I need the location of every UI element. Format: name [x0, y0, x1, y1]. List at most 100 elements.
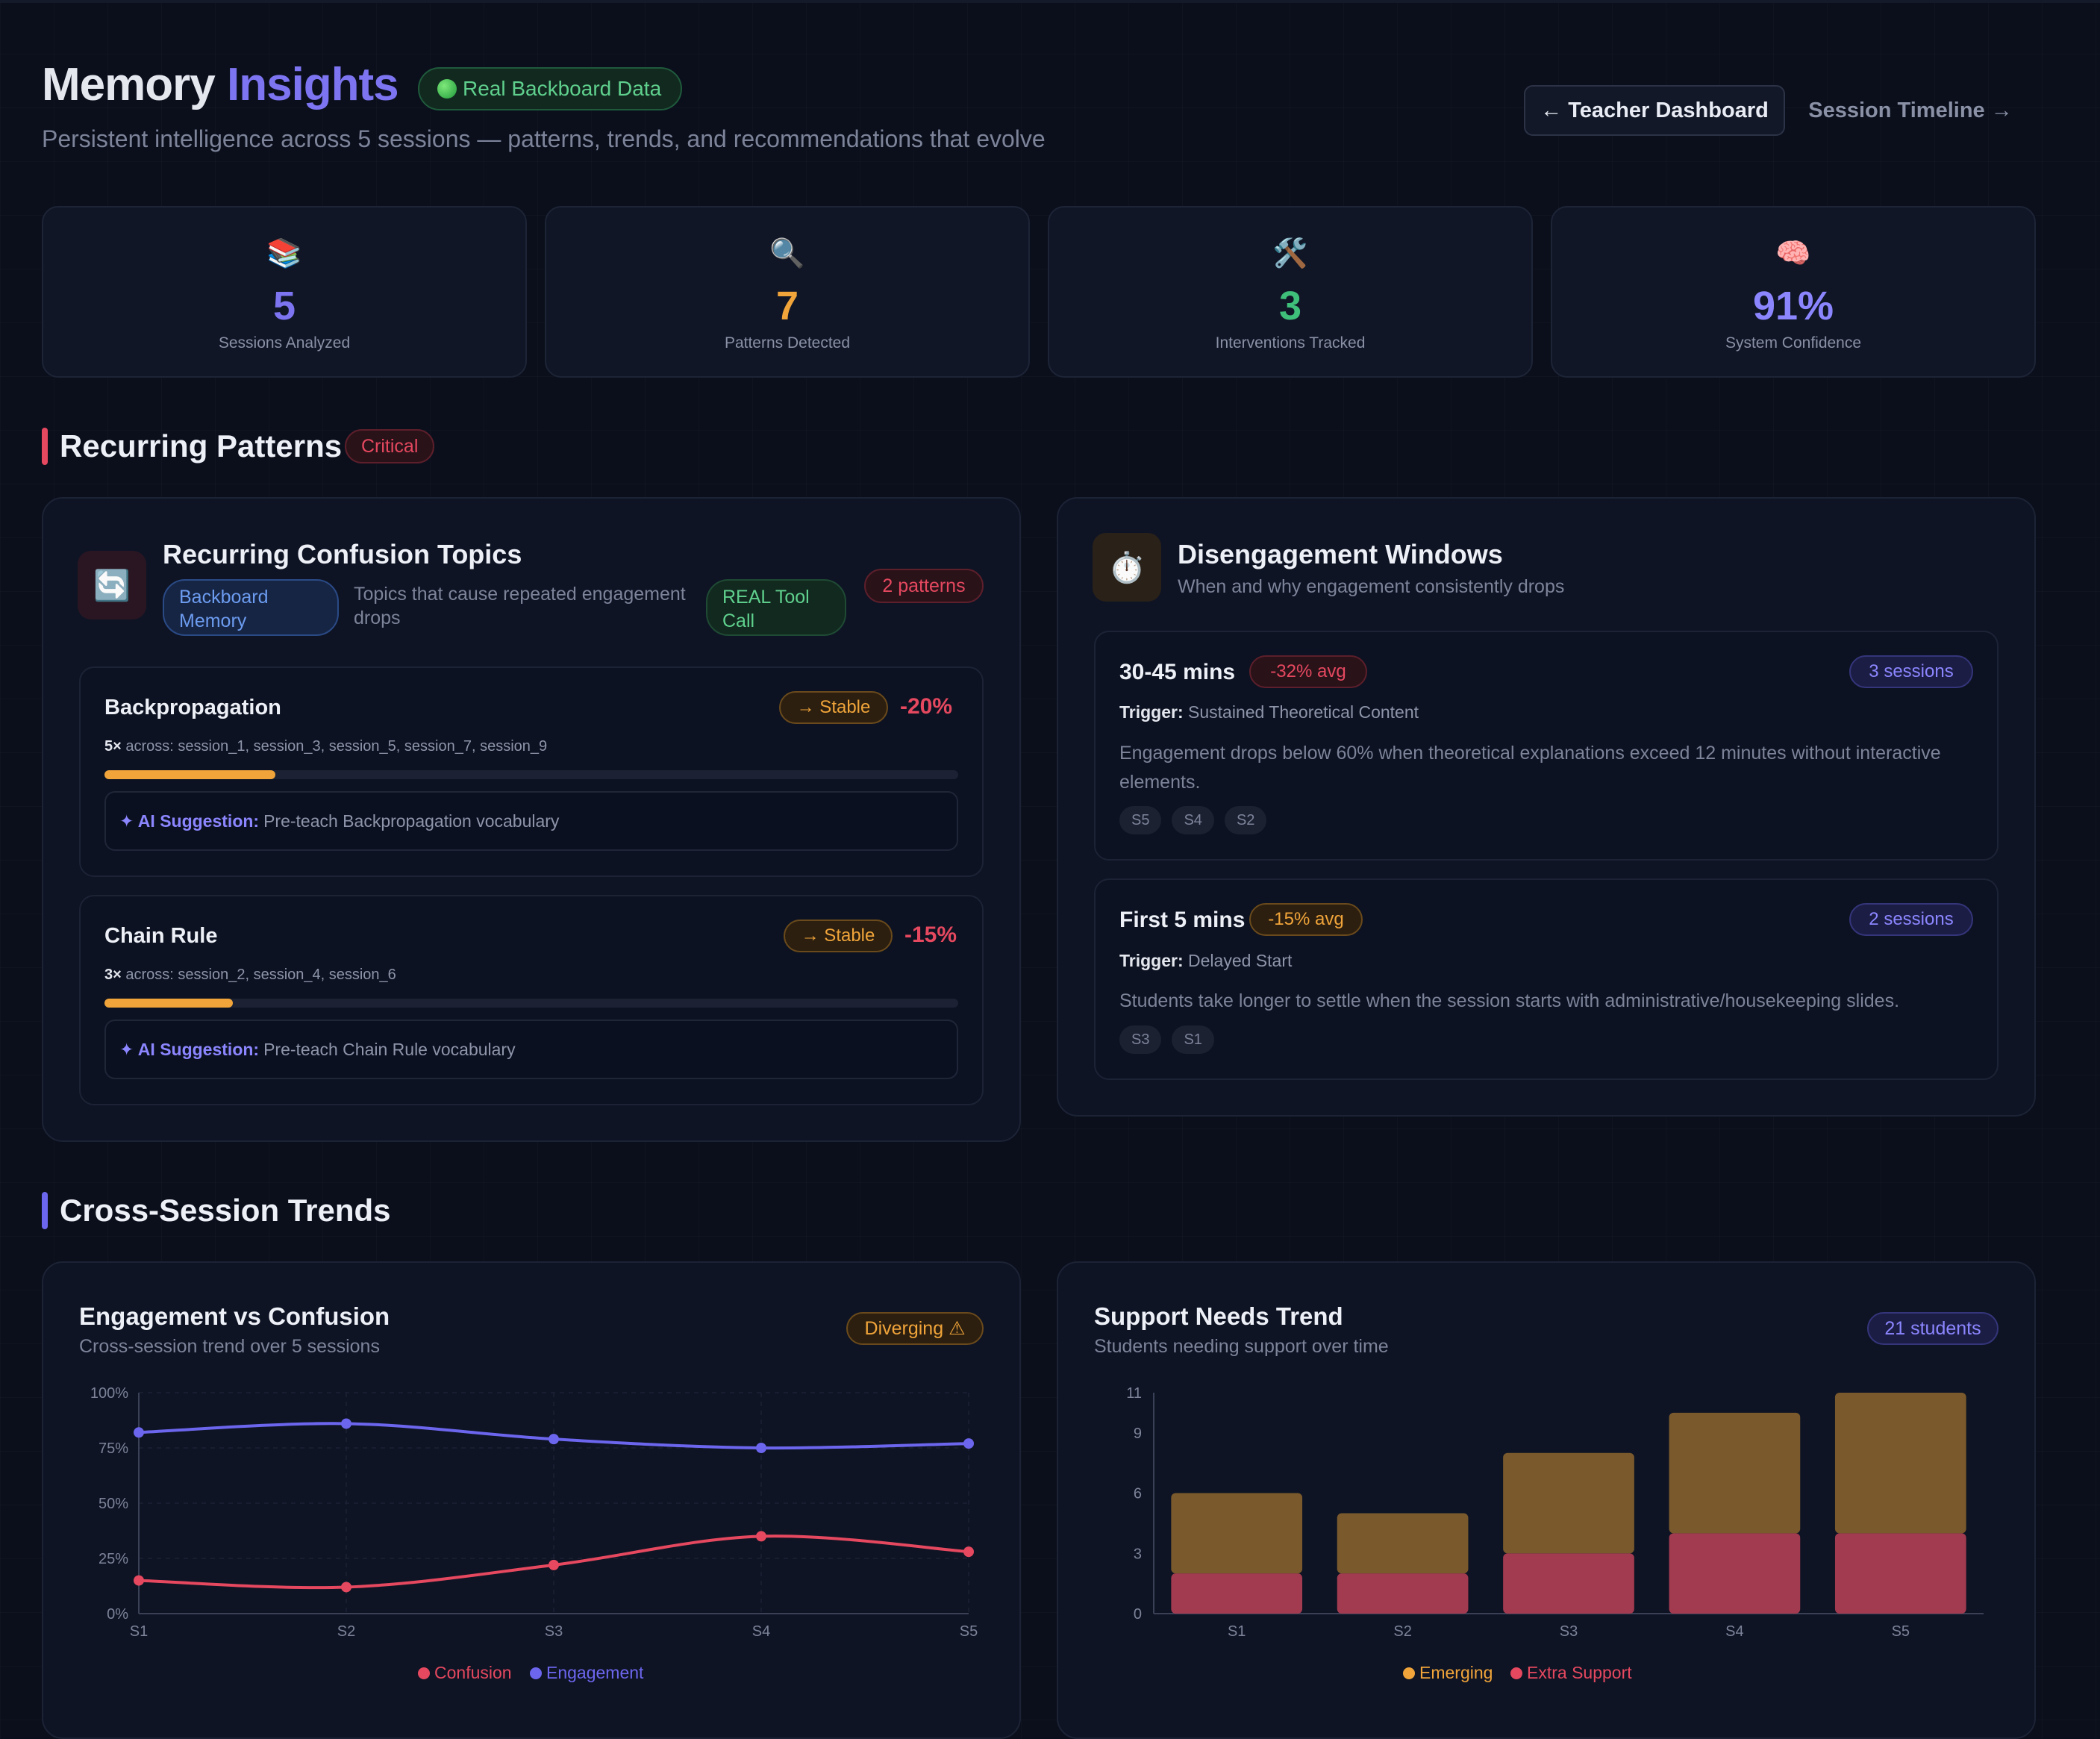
x-tick-label: S4 [752, 1623, 770, 1640]
legend-extra-support-swatch [1510, 1667, 1522, 1679]
session-count-badge: 3 sessions [1849, 655, 1973, 688]
emerging-bar [1669, 1412, 1801, 1534]
trend-badge: → Stable [784, 920, 893, 952]
stat-card-sessions: 📚 5 Sessions Analyzed [42, 206, 527, 378]
list-item[interactable] [1094, 878, 1999, 1080]
ai-suggestion-box: ✦ AI Suggestion: Pre-teach Chain Rule voc… [104, 1020, 958, 1079]
engagement-delta: -20% [900, 694, 953, 719]
y-tick-label: 0 [1134, 1606, 1142, 1623]
trigger-text: Delayed Start [1188, 951, 1293, 970]
occurrence-summary: 3× across: session_2, session_4, session… [104, 967, 396, 984]
real-data-badge-label: Real Backboard Data [463, 77, 662, 100]
support-chart-title: Support Needs Trend [1094, 1302, 1343, 1330]
legend-emerging-label: Emerging [1419, 1663, 1493, 1682]
section-title-trends: Cross-Session Trends [60, 1193, 391, 1228]
y-tick-label: 75% [99, 1440, 128, 1457]
extra-support-bar [1669, 1533, 1801, 1614]
confusion-point [134, 1575, 144, 1586]
stat-label: Sessions Analyzed [218, 334, 351, 352]
x-tick-label: S4 [1725, 1623, 1743, 1640]
topic-name: Backpropagation [104, 696, 281, 719]
x-tick-label: S3 [1560, 1623, 1578, 1640]
frequency-bar-track [104, 770, 958, 779]
y-tick-label: 50% [99, 1496, 128, 1512]
legend-emerging-swatch [1403, 1667, 1415, 1679]
title-main: Memory [42, 59, 216, 110]
stat-card-interventions: 🛠️ 3 Interventions Tracked [1048, 206, 1533, 378]
emerging-bar [1834, 1393, 1966, 1534]
engagement-point [134, 1427, 144, 1438]
engagement-point [549, 1434, 559, 1445]
confusion-point [756, 1531, 766, 1542]
ai-suggestion-label: ✦ AI Suggestion: [119, 811, 260, 831]
engagement-delta: -15% [904, 922, 957, 947]
title-accent: Insights [226, 59, 399, 110]
avg-drop-badge: -15% avg [1249, 903, 1363, 936]
y-tick-label: 6 [1134, 1486, 1142, 1502]
student-count-badge: 21 students [1867, 1312, 1999, 1345]
stopwatch-icon: ⏱️ [1093, 533, 1161, 602]
section-accent-bar [42, 1192, 48, 1229]
frequency-bar-fill [104, 999, 233, 1008]
frequency-bar-track [104, 999, 958, 1008]
frequency-bar-fill [104, 770, 275, 779]
engagement-point [756, 1443, 766, 1453]
support-chart-subtitle: Students needing support over time [1094, 1336, 1389, 1357]
x-tick-label: S1 [130, 1623, 148, 1640]
ai-suggestion-text: Pre-teach Chain Rule vocabulary [263, 1039, 516, 1059]
engagement-point [341, 1418, 351, 1429]
teacher-dashboard-button[interactable]: ← Teacher Dashboard [1524, 85, 1785, 136]
trigger-line: Trigger: Delayed Start [1119, 951, 1292, 971]
window-detail: Engagement drops below 60% when theoreti… [1119, 743, 1941, 793]
session-timeline-link[interactable]: Session Timeline → [1808, 98, 2013, 122]
diverging-badge: Diverging ⚠ [846, 1312, 984, 1345]
legend-confusion-label: Confusion [434, 1663, 512, 1682]
emerging-bar [1337, 1513, 1469, 1574]
trigger-label: Trigger: [1119, 702, 1184, 722]
legend-extra-support-label: Extra Support [1527, 1663, 1632, 1682]
avg-drop-badge: -32% avg [1249, 655, 1367, 688]
session-tags: S3 S1 [1119, 1025, 1225, 1054]
engagement-line-chart: 0% 25% 50% 75% 100% S1 S2 S3 S4 S5 Confusion Engage… [90, 1385, 978, 1682]
confusion-topics-title: Recurring Confusion Topics [163, 539, 522, 569]
stat-card-patterns: 🔍 7 Patterns Detected [545, 206, 1030, 378]
status-dot-icon [437, 79, 457, 99]
session-tag: S2 [1224, 806, 1267, 834]
emerging-bar [1171, 1493, 1303, 1574]
x-tick-label: S1 [1228, 1623, 1246, 1640]
occurrence-count: 5× [104, 738, 122, 755]
trigger-line: Trigger: Sustained Theoretical Content [1119, 702, 1419, 722]
y-tick-label: 11 [1126, 1385, 1142, 1402]
extra-support-bar [1503, 1553, 1634, 1614]
legend-engagement-label: Engagement [546, 1663, 644, 1682]
section-accent-bar [42, 428, 48, 465]
y-tick-label: 3 [1134, 1546, 1142, 1562]
tools-icon: 🛠️ [1272, 238, 1308, 269]
support-bar-chart: 0 3 6 9 11 S1 S2 S3 S4 S5 Emerging Extra Support [1126, 1385, 1984, 1682]
stat-value: 7 [775, 284, 799, 328]
session-tag: S5 [1119, 806, 1162, 834]
critical-badge: Critical [345, 429, 435, 463]
page-title: Memory Insights [42, 58, 399, 111]
engagement-chart-title: Engagement vs Confusion [79, 1302, 390, 1330]
stat-value: 3 [1278, 284, 1302, 328]
stat-value: 5 [272, 284, 296, 328]
occurrence-sessions: across: session_1, session_3, session_5,… [125, 738, 548, 755]
stat-label: Patterns Detected [724, 334, 851, 352]
ai-suggestion-label: ✦ AI Suggestion: [119, 1039, 260, 1059]
occurrence-count: 3× [104, 967, 122, 983]
x-tick-label: S5 [1892, 1623, 1910, 1640]
x-tick-label: S2 [337, 1623, 355, 1640]
legend-engagement-swatch [530, 1667, 542, 1679]
extra-support-bar [1171, 1573, 1303, 1614]
session-tags: S5 S4 S2 [1119, 806, 1277, 834]
confusion-point [341, 1582, 351, 1593]
x-tick-label: S3 [545, 1623, 563, 1640]
disengagement-title: Disengagement Windows [1178, 539, 1503, 569]
trigger-text: Sustained Theoretical Content [1188, 702, 1419, 722]
pattern-count-badge: 2 patterns [864, 569, 984, 603]
books-icon: 📚 [266, 238, 302, 269]
window-label: 30-45 mins [1119, 660, 1236, 684]
backboard-memory-badge: Backboard Memory [163, 579, 339, 636]
session-count-badge: 2 sessions [1849, 903, 1973, 936]
